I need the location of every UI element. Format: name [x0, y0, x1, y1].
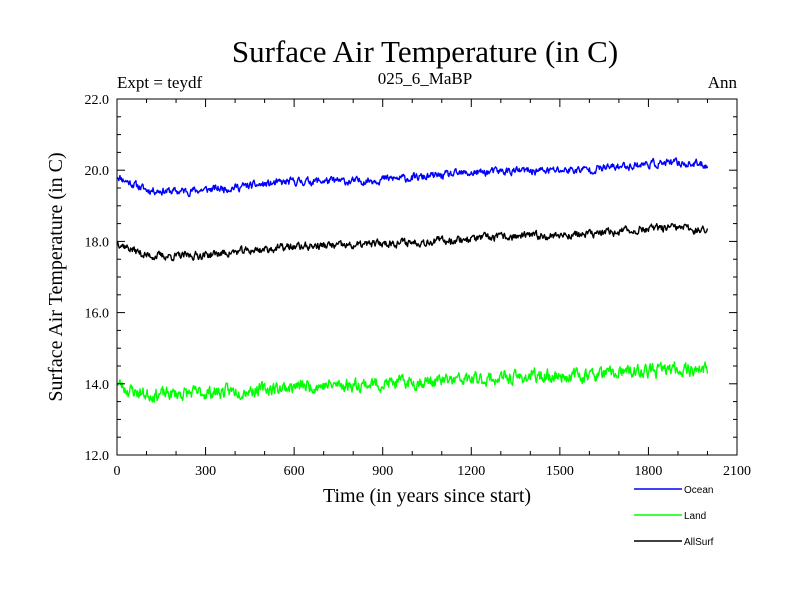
period-label: Ann — [708, 73, 738, 92]
y-tick-label: 16.0 — [85, 307, 110, 322]
x-tick-label: 0 — [114, 464, 121, 479]
series-line-land — [116, 361, 709, 403]
y-tick-label: 22.0 — [85, 93, 110, 108]
x-tick-label: 900 — [372, 464, 393, 479]
y-axis-label: Surface Air Temperature (in C) — [45, 152, 67, 401]
legend: Ocean Land AllSurf — [634, 485, 714, 548]
chart-subtitle: 025_6_MaBP — [378, 69, 472, 88]
x-tick-label: 600 — [284, 464, 305, 479]
x-tick-label: 1200 — [457, 464, 485, 479]
experiment-label: Expt = teydf — [117, 73, 202, 92]
legend-label-land: Land — [684, 511, 706, 522]
axis-ticks: 0 300 600 900 1200 1500 1800 2100 12.0 14.0 16.0 18… — [85, 93, 752, 479]
x-tick-label: 300 — [195, 464, 216, 479]
series-line-allsurf — [116, 222, 709, 262]
y-tick-label: 20.0 — [85, 164, 110, 179]
legend-label-ocean: Ocean — [684, 485, 713, 496]
y-tick-label: 18.0 — [85, 235, 110, 250]
y-tick-label: 14.0 — [85, 378, 110, 393]
legend-label-allsurf: AllSurf — [684, 537, 714, 548]
y-tick-label: 12.0 — [85, 449, 110, 464]
series-line-ocean — [116, 157, 709, 198]
chart-title: Surface Air Temperature (in C) — [232, 34, 618, 69]
x-tick-label: 2100 — [723, 464, 751, 479]
x-tick-label: 1800 — [634, 464, 662, 479]
plot-frame — [116, 98, 738, 456]
x-tick-label: 1500 — [546, 464, 574, 479]
x-axis-label: Time (in years since start) — [323, 485, 531, 507]
series-layer — [116, 157, 709, 403]
